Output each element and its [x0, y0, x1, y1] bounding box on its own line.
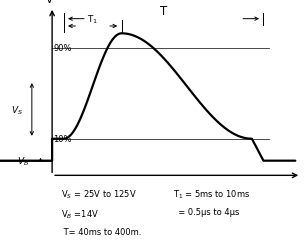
Text: T= 40ms to 400m.: T= 40ms to 400m.: [61, 228, 141, 236]
Text: = 0.5μs to 4μs: = 0.5μs to 4μs: [173, 208, 240, 216]
Text: T$_1$ = 5ms to 10ms: T$_1$ = 5ms to 10ms: [173, 188, 251, 200]
Text: V$_B$ =14V: V$_B$ =14V: [61, 208, 99, 220]
Text: V$_S$: V$_S$: [11, 104, 23, 116]
Text: V$_S$ = 25V to 125V: V$_S$ = 25V to 125V: [61, 188, 137, 200]
Text: 10%: 10%: [54, 135, 72, 144]
Text: T$_1$: T$_1$: [87, 13, 98, 26]
Text: T: T: [160, 5, 167, 18]
Text: V$_B$: V$_B$: [17, 155, 29, 167]
Text: V: V: [46, 0, 53, 5]
Text: 90%: 90%: [54, 44, 72, 53]
